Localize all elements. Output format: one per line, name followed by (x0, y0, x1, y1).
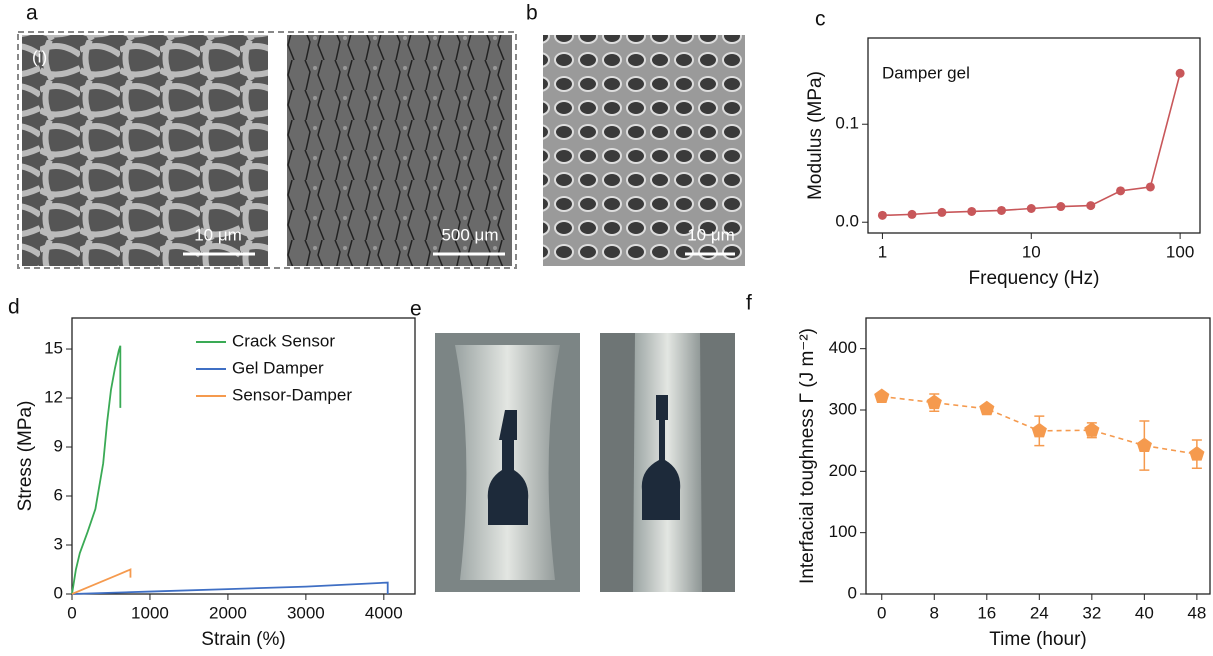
panel-label: d (8, 296, 20, 319)
x-tick-label: 3000 (287, 603, 325, 622)
sem-image (22, 35, 268, 266)
marker (926, 394, 942, 410)
x-tick-label: 10 (1022, 242, 1041, 261)
series-line (71, 568, 132, 595)
x-tick-label: 8 (930, 603, 939, 622)
y-tick-label: 9 (54, 437, 63, 456)
plot-frame (865, 317, 1211, 595)
y-axis-label: Interfacial toughness Γ (J m⁻²) (797, 328, 818, 584)
marker (877, 210, 887, 220)
panel-label: a (26, 2, 38, 25)
y-tick-label: 0.0 (835, 212, 859, 231)
x-tick-label: 2000 (209, 603, 247, 622)
scale-label: 10 μm (194, 225, 242, 244)
series-line (71, 345, 122, 595)
marker (907, 209, 917, 219)
sem-image (543, 35, 745, 266)
marker (967, 206, 977, 216)
x-tick-label: 32 (1082, 603, 1101, 622)
legend-label: Crack Sensor (232, 331, 335, 350)
y-tick-label: 100 (829, 522, 857, 541)
marker (937, 207, 947, 217)
dashed-frame (17, 31, 517, 269)
marker (1084, 422, 1100, 437)
x-tick-label: 24 (1030, 603, 1049, 622)
y-tick-label: 15 (44, 339, 63, 358)
inset-label: (i) (32, 47, 47, 66)
panel-label: f (746, 292, 752, 315)
legend-label: Sensor-Damper (232, 385, 352, 404)
marker (1145, 182, 1155, 192)
x-tick-label: 1000 (131, 603, 169, 622)
y-tick-label: 0 (54, 583, 63, 602)
x-axis-label: Frequency (Hz) (969, 268, 1100, 289)
series-line (882, 73, 1181, 217)
y-tick-label: 0.1 (835, 114, 859, 133)
ink-pattern (641, 395, 681, 520)
y-tick-label: 400 (829, 338, 857, 357)
marker (1175, 68, 1185, 78)
series-line (71, 581, 389, 595)
panel-label: c (815, 8, 826, 31)
marker (997, 205, 1007, 215)
marker (979, 400, 995, 416)
y-tick-label: 12 (44, 388, 63, 407)
marker (1116, 186, 1126, 196)
y-axis-label: Modulus (MPa) (805, 71, 826, 200)
x-tick-label: 100 (1166, 242, 1194, 261)
panel-label: e (410, 298, 422, 321)
panel-label: b (526, 2, 538, 25)
y-tick-label: 3 (54, 534, 63, 553)
ink-pattern (487, 410, 529, 525)
y-tick-label: 300 (829, 399, 857, 418)
marker (1136, 437, 1152, 453)
marker (1056, 202, 1066, 212)
x-tick-label: 1 (878, 242, 887, 261)
marker (1026, 204, 1036, 214)
x-axis-label: Strain (%) (201, 629, 285, 650)
x-axis-label: Time (hour) (989, 629, 1086, 650)
marker (1189, 446, 1205, 461)
legend-label: Gel Damper (232, 358, 324, 377)
marker (874, 388, 890, 403)
y-tick-label: 200 (829, 461, 857, 480)
scale-label: 500 μm (441, 225, 498, 244)
scale-label: 10 μm (687, 225, 735, 244)
y-tick-label: 6 (54, 485, 63, 504)
plot-frame (867, 37, 1201, 234)
sem-image (287, 35, 512, 266)
y-tick-label: 0 (848, 583, 857, 602)
x-tick-label: 40 (1135, 603, 1154, 622)
x-tick-label: 0 (877, 603, 886, 622)
x-tick-label: 48 (1187, 603, 1206, 622)
x-tick-label: 4000 (365, 603, 403, 622)
marker (1086, 201, 1096, 211)
x-tick-label: 0 (67, 603, 76, 622)
annotation: Damper gel (882, 63, 970, 82)
plot-frame (71, 317, 416, 595)
y-axis-label: Stress (MPa) (15, 401, 36, 512)
marker (1031, 422, 1047, 438)
x-tick-label: 16 (977, 603, 996, 622)
